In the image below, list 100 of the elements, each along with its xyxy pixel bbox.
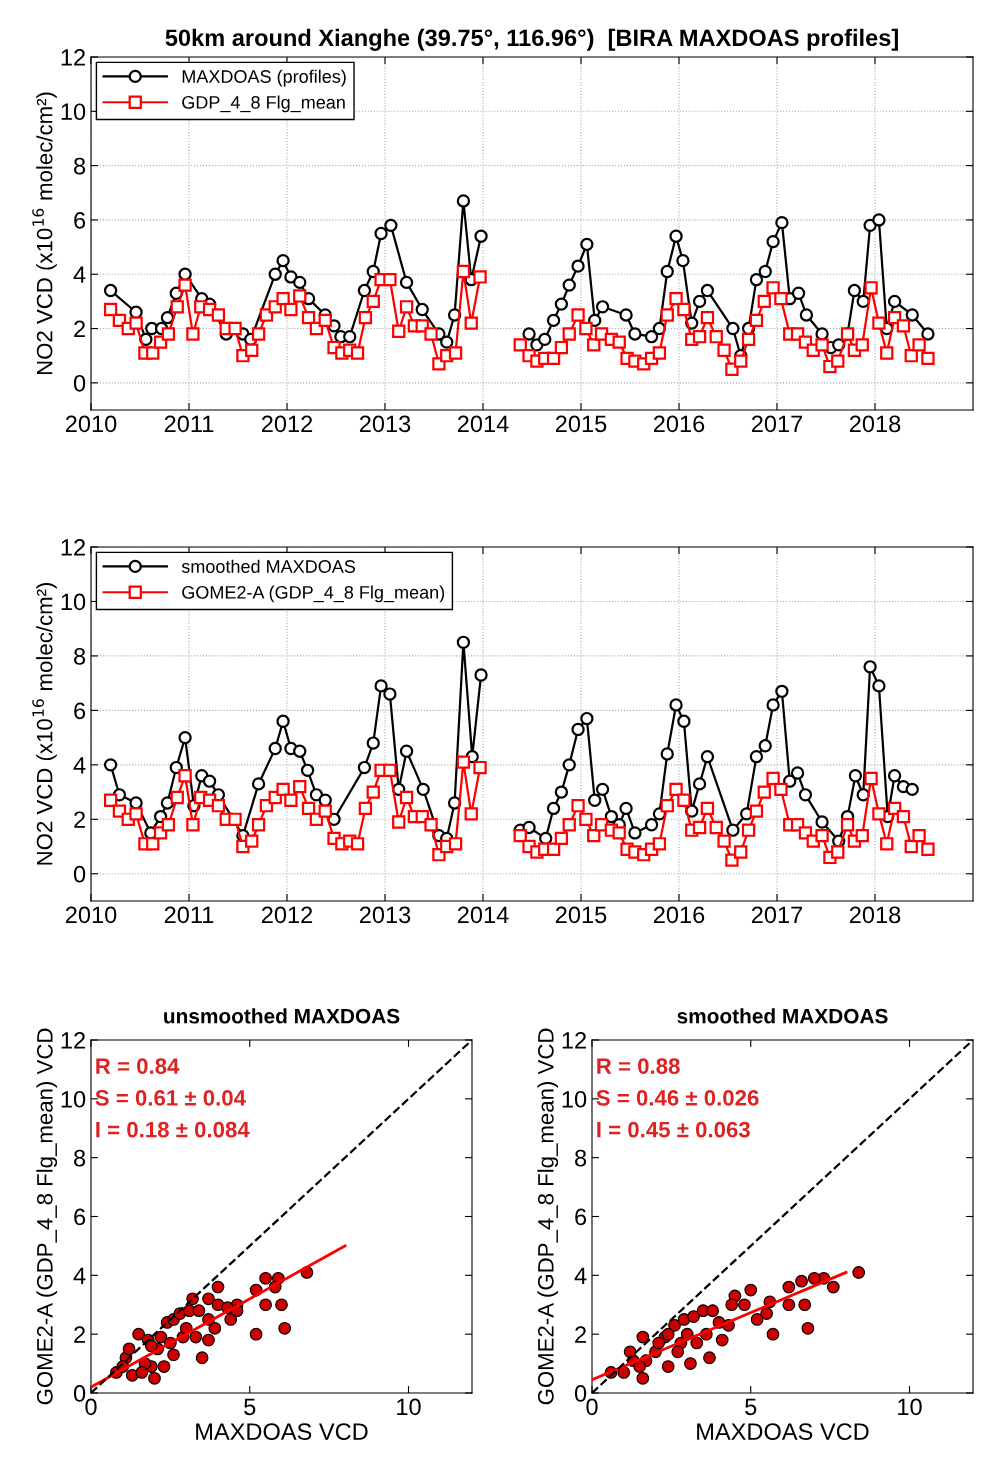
point [750, 1313, 764, 1326]
point [690, 1336, 704, 1350]
point [157, 1360, 171, 1373]
chart-title: 50km around Xianghe (39.75°, 116.96°) [BIRA MAXDOAS profiles] [165, 28, 898, 51]
point [684, 1357, 697, 1370]
legend-label: GDP_4_8 Flg_mean [182, 95, 345, 113]
x-tick-label: 2017 [751, 415, 803, 433]
x-tick-label: 5 [244, 1398, 256, 1416]
point [135, 1366, 149, 1379]
y-axis-title: GOME2-A (GDP_4_8 Flg_mean) VCD [537, 1028, 559, 1405]
point [826, 1280, 840, 1294]
y-tick-label: 12 [61, 49, 85, 66]
x-tick-label: 10 [397, 1398, 421, 1416]
x-tick-label: 2015 [555, 415, 607, 433]
y-tick-label: 6 [74, 211, 86, 229]
point [278, 1321, 292, 1335]
y-tick-label: 6 [74, 1208, 86, 1226]
point [195, 1351, 209, 1365]
point [144, 1339, 158, 1353]
annotation: I = 0.18 ± 0.084 [96, 1121, 250, 1138]
chart-title: unsmoothed MAXDOAS [164, 1008, 400, 1024]
point [661, 1360, 675, 1373]
point [192, 1304, 206, 1317]
y-tick-label: 2 [74, 811, 85, 828]
y-axis-title: GOME2-A (GDP_4_8 Flg_mean) VCD [36, 1028, 58, 1405]
y-tick-label: 4 [73, 1267, 86, 1284]
point [852, 1266, 866, 1279]
chart-title: smoothed MAXDOAS [677, 1008, 888, 1024]
point [208, 1321, 222, 1335]
x-axis-title: MAXDOAS VCD [697, 1423, 869, 1440]
point [798, 1298, 812, 1312]
x-tick-label: 2016 [653, 906, 705, 924]
point [782, 1280, 796, 1294]
y-tick-label: 10 [61, 1090, 86, 1108]
x-tick-label: 0 [586, 1398, 598, 1416]
x-tick-label: 0 [85, 1398, 97, 1416]
point [224, 1313, 238, 1326]
y-axis-title: NO2 VCD (x10$^{16}$ molec/cm²) [32, 92, 57, 375]
point [744, 1283, 758, 1297]
point [275, 1298, 288, 1312]
y-tick-label: 0 [73, 374, 86, 392]
y-tick-label: 0 [574, 1385, 587, 1402]
x-tick-label: 2012 [261, 415, 313, 433]
x-tick-label: 2017 [751, 906, 803, 924]
point [795, 1274, 808, 1288]
point [148, 1371, 161, 1385]
point [760, 1307, 773, 1320]
point [202, 1333, 215, 1347]
point [249, 1327, 263, 1341]
point [636, 1371, 650, 1385]
x-tick-label: 2012 [261, 906, 313, 924]
x-tick-label: 2010 [65, 906, 117, 924]
point [801, 1321, 815, 1335]
y-tick-label: 4 [73, 266, 86, 283]
point [167, 1348, 180, 1362]
y-tick-label: 0 [73, 1385, 86, 1402]
annotation: I = 0.45 ± 0.063 [597, 1121, 750, 1138]
y-tick-label: 10 [562, 1090, 587, 1108]
point [715, 1333, 729, 1347]
y-tick-label: 0 [73, 865, 86, 883]
y-tick-label: 2 [575, 1326, 586, 1343]
point [782, 1298, 796, 1312]
x-tick-label: 5 [745, 1398, 757, 1416]
x-axis-title: MAXDOAS VCD [196, 1423, 368, 1440]
x-tick-label: 10 [898, 1398, 922, 1416]
y-tick-label: 12 [61, 539, 85, 556]
y-tick-label: 10 [61, 593, 86, 611]
y-tick-label: 8 [74, 647, 86, 665]
annotation: R = 0.88 [597, 1058, 680, 1074]
point [122, 1342, 136, 1356]
point [671, 1345, 685, 1359]
point [738, 1298, 751, 1312]
y-tick-label: 8 [74, 157, 86, 175]
point [766, 1327, 780, 1341]
x-tick-label: 2015 [555, 906, 607, 924]
point [132, 1327, 145, 1341]
y-tick-label: 2 [74, 1326, 85, 1343]
x-tick-label: 2010 [65, 415, 117, 433]
point [687, 1310, 700, 1323]
x-tick-label: 2018 [849, 415, 901, 433]
point [703, 1351, 716, 1365]
y-tick-label: 8 [74, 1149, 86, 1167]
y-axis-title: NO2 VCD (x10$^{16}$ molec/cm²) [32, 582, 57, 865]
point [633, 1360, 646, 1373]
legend-label: MAXDOAS (profiles) [182, 69, 346, 87]
point [211, 1280, 225, 1294]
point [636, 1330, 650, 1344]
annotation: S = 0.61 ± 0.04 [95, 1090, 246, 1106]
x-tick-label: 2014 [457, 415, 509, 433]
y-tick-label: 2 [74, 320, 85, 338]
x-tick-label: 2013 [359, 906, 411, 924]
point [725, 1298, 739, 1312]
point [202, 1292, 215, 1306]
point [807, 1271, 821, 1285]
annotation: R = 0.84 [96, 1058, 180, 1074]
point [259, 1271, 272, 1285]
y-tick-label: 6 [74, 702, 86, 720]
y-tick-label: 10 [61, 103, 86, 121]
x-tick-label: 2018 [849, 906, 901, 924]
point [189, 1330, 203, 1344]
